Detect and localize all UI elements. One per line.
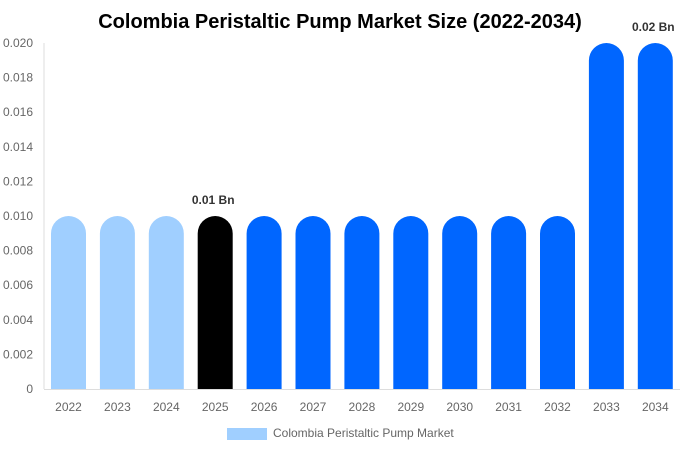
bar-2030[interactable] <box>442 216 478 389</box>
bar-2034[interactable] <box>637 43 673 389</box>
chart-title: Colombia Peristaltic Pump Market Size (2… <box>98 11 582 33</box>
x-tick-label: 2026 <box>251 400 278 414</box>
x-tick-label: 2023 <box>104 400 131 414</box>
y-tick-label: 0.014 <box>3 140 33 154</box>
x-tick-label: 2034 <box>642 400 669 414</box>
bar-2031[interactable] <box>491 216 527 389</box>
y-tick-label: 0.008 <box>3 244 33 258</box>
x-tick-label: 2032 <box>544 400 571 414</box>
x-tick-label: 2033 <box>593 400 620 414</box>
x-tick-label: 2025 <box>202 400 229 414</box>
bar-2027[interactable] <box>295 216 331 389</box>
y-tick-label: 0.012 <box>3 174 33 188</box>
y-tick-label: 0.020 <box>3 36 33 50</box>
legend-swatch <box>227 428 267 440</box>
x-tick-label: 2028 <box>349 400 376 414</box>
y-tick-label: 0.016 <box>3 105 33 119</box>
legend-label: Colombia Peristaltic Pump Market <box>273 426 454 440</box>
x-tick-label: 2029 <box>397 400 424 414</box>
bar-2032[interactable] <box>540 216 575 389</box>
bar-2028[interactable] <box>344 216 380 389</box>
bar-2033[interactable] <box>588 43 624 389</box>
y-tick-label: 0 <box>26 382 33 396</box>
y-tick-label: 0.018 <box>3 71 33 85</box>
bar-2029[interactable] <box>393 216 429 389</box>
x-tick-label: 2022 <box>55 400 82 414</box>
data-label: 0.01 Bn <box>192 193 235 207</box>
x-tick-label: 2030 <box>446 400 473 414</box>
bar-2026[interactable] <box>246 216 282 389</box>
bar-2024[interactable] <box>148 216 184 389</box>
legend[interactable]: Colombia Peristaltic Pump Market <box>227 426 454 440</box>
x-tick-label: 2024 <box>153 400 180 414</box>
x-tick-label: 2027 <box>300 400 327 414</box>
y-tick-label: 0.004 <box>3 313 33 327</box>
bar-2023[interactable] <box>99 216 135 389</box>
y-tick-label: 0.010 <box>3 209 33 223</box>
data-label: 0.02 Bn <box>632 20 675 34</box>
y-tick-label: 0.006 <box>3 278 33 292</box>
x-tick-label: 2031 <box>495 400 522 414</box>
bar-2025[interactable] <box>197 216 233 389</box>
bar-2022[interactable] <box>51 216 86 389</box>
y-tick-label: 0.002 <box>3 347 33 361</box>
